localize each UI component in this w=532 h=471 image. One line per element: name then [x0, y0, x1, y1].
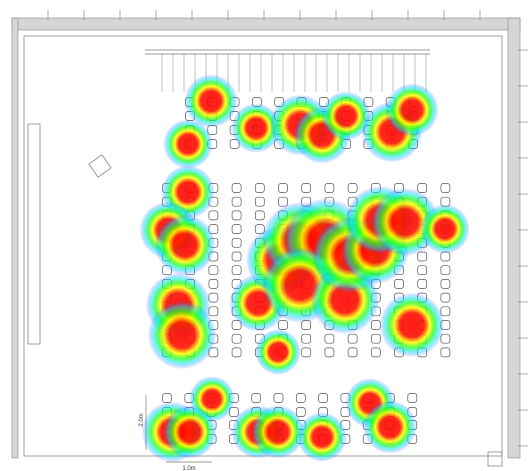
heat-spot — [163, 119, 213, 169]
seat — [208, 279, 219, 289]
seat — [417, 265, 428, 276]
seat — [231, 183, 242, 193]
seat — [407, 393, 418, 403]
seat — [273, 393, 284, 403]
dimensions: 2.0m 1.0m — [139, 395, 212, 471]
seat — [324, 183, 335, 193]
seat — [440, 279, 451, 289]
seat — [295, 407, 306, 417]
seat — [231, 265, 242, 276]
seat — [440, 347, 451, 358]
dimension-label: 2.0m — [139, 413, 145, 426]
seat — [254, 196, 265, 207]
seat — [347, 333, 358, 344]
seat — [231, 347, 242, 358]
seat — [440, 183, 451, 193]
seat — [417, 251, 428, 262]
heat-spot — [370, 187, 440, 257]
seat — [162, 393, 172, 403]
dimension-label: 1.0m — [182, 466, 195, 471]
seat — [278, 320, 288, 330]
seat — [324, 333, 335, 344]
heat-spot — [420, 204, 470, 254]
seat — [208, 306, 219, 317]
seat — [301, 347, 312, 358]
seat — [251, 393, 262, 403]
heat-spot — [297, 412, 347, 462]
seat — [324, 347, 335, 358]
walls — [11, 17, 521, 467]
seat — [278, 183, 288, 193]
seat — [440, 265, 451, 276]
heat-spot — [163, 405, 217, 459]
heat-spot — [184, 74, 238, 128]
seat — [370, 320, 381, 330]
seat — [231, 333, 242, 344]
seat — [370, 347, 381, 358]
seat — [417, 279, 428, 289]
heat-spot — [147, 300, 217, 370]
seat — [347, 183, 358, 193]
seat — [254, 183, 265, 193]
heat-spot — [231, 103, 281, 153]
heatmap — [139, 74, 470, 463]
seat — [231, 196, 242, 207]
wall-ticks — [47, 10, 528, 447]
seat — [254, 210, 265, 221]
heat-spot — [379, 292, 445, 358]
seat — [208, 265, 219, 276]
heat-spot — [363, 400, 417, 454]
seat — [370, 333, 381, 344]
seat — [301, 333, 312, 344]
seat — [301, 183, 312, 193]
heat-spot — [321, 91, 371, 141]
heat-spot — [385, 83, 439, 137]
seat — [440, 292, 451, 303]
seat — [295, 393, 306, 403]
seat — [231, 224, 242, 234]
seat — [347, 347, 358, 358]
seat — [231, 237, 242, 248]
heat-spot — [255, 329, 301, 375]
heat-spot — [251, 405, 305, 459]
seat — [208, 292, 219, 303]
heat-spot — [154, 214, 216, 276]
seat — [318, 393, 328, 403]
seat — [394, 279, 404, 289]
seat — [231, 210, 242, 221]
seat — [231, 251, 242, 262]
seat — [208, 210, 219, 221]
